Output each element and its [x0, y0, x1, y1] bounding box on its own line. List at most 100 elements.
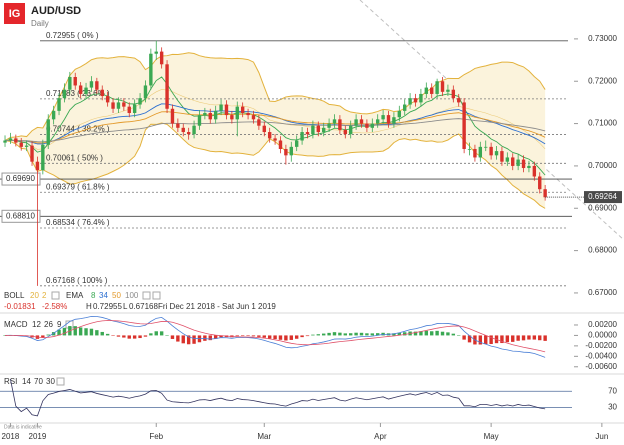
macd-histogram [289, 335, 293, 340]
macd-histogram [316, 334, 320, 336]
macd-histogram [186, 335, 191, 345]
candle-body [273, 138, 277, 141]
macd-histogram [100, 331, 104, 336]
macd-histogram [305, 335, 310, 337]
y-tick-label: 0.70000 [588, 161, 617, 170]
candle-body [208, 112, 212, 120]
rsi-tick-label: 30 [608, 403, 617, 412]
macd-histogram [457, 335, 461, 336]
macd-histogram [489, 335, 493, 345]
macd-histogram [338, 332, 342, 336]
macd-tick-label: -0.00600 [585, 362, 617, 371]
macd-histogram [116, 335, 121, 337]
macd-histogram [462, 335, 466, 340]
rsi-upper: 70 [34, 377, 43, 386]
macd-histogram [424, 330, 429, 336]
candle-body [392, 117, 396, 124]
chart-subtitle: Daily [31, 19, 49, 28]
macd-slow: 26 [44, 320, 53, 329]
rsi-period: 14 [22, 377, 31, 386]
macd-histogram [505, 335, 510, 343]
candle-body [440, 81, 445, 92]
candle-body [478, 146, 483, 158]
x-tick-label: Apr [374, 432, 387, 441]
settings-box[interactable] [142, 291, 151, 300]
candle-body [457, 98, 461, 103]
candle-body [143, 85, 148, 99]
macd-histogram [538, 335, 542, 341]
macd-tick-label: 0.00000 [588, 331, 617, 340]
candle-body [78, 85, 83, 94]
candle-body [521, 159, 526, 169]
macd-histogram [511, 335, 515, 342]
boll-label: BOLL [4, 291, 25, 300]
macd-histogram [251, 335, 256, 337]
macd-histogram [392, 333, 396, 336]
boll-period: 20 [30, 291, 39, 300]
macd-histogram [46, 334, 50, 336]
candle-body [494, 151, 499, 156]
settings-box[interactable] [152, 291, 161, 300]
macd-histogram [311, 334, 315, 336]
candle-body [316, 125, 320, 133]
candle-body [467, 148, 472, 150]
candle-body [386, 115, 391, 124]
macd-histogram [95, 330, 99, 336]
candle-body [300, 132, 304, 141]
candle-body [116, 102, 121, 109]
candle-body [278, 140, 283, 149]
candle-body [251, 115, 256, 120]
macd-histogram [273, 335, 277, 340]
y-tick-label: 0.71000 [588, 119, 617, 128]
macd-histogram [159, 331, 164, 336]
settings-box[interactable] [51, 291, 60, 300]
x-tick-label: Jun [595, 432, 608, 441]
candle-body [105, 96, 110, 103]
macd-signal: 9 [57, 320, 62, 329]
candle-body [111, 102, 115, 109]
candle-body [403, 104, 407, 111]
macd-histogram [440, 331, 445, 336]
macd-histogram [359, 332, 364, 336]
macd-histogram [516, 335, 520, 341]
candle-body [127, 106, 131, 113]
candle-body [262, 125, 266, 133]
macd-histogram [165, 335, 169, 336]
fib-label: 0.69379 ( 61.8% ) [46, 182, 110, 191]
x-tick-label: May [484, 432, 499, 441]
macd-histogram [192, 335, 196, 344]
settings-box[interactable] [56, 377, 65, 386]
candle-body [516, 159, 520, 166]
macd-tick-label: 0.00200 [588, 320, 617, 329]
low-label: L [123, 302, 128, 311]
macd-histogram [240, 335, 245, 336]
y-tick-label: 0.67000 [588, 288, 617, 297]
macd-fast: 12 [32, 320, 41, 329]
macd-histogram [111, 335, 115, 336]
macd-histogram [127, 335, 131, 339]
candle-body [19, 142, 23, 147]
candle-body [24, 145, 29, 147]
candle-body [165, 64, 169, 109]
candle-body [154, 51, 158, 54]
candle-body [424, 87, 429, 94]
macd-histogram [419, 331, 423, 336]
macd-histogram [170, 335, 175, 339]
x-tick-label: 2018 [2, 432, 20, 441]
candle-body [489, 146, 493, 156]
macd-histogram [138, 335, 142, 339]
bollinger-fill [5, 52, 546, 209]
macd-histogram [84, 328, 88, 336]
macd-tick-label: -0.00400 [585, 351, 617, 360]
candle-body [14, 138, 18, 143]
macd-label: MACD [4, 320, 28, 329]
macd-histogram [403, 332, 407, 336]
macd-histogram [219, 335, 223, 338]
candle-body [73, 77, 77, 86]
candle-body [446, 89, 450, 92]
boll-mult: 2 [42, 291, 47, 300]
level-box [1, 209, 41, 223]
candle-body [62, 89, 67, 99]
macd-histogram [278, 335, 283, 340]
